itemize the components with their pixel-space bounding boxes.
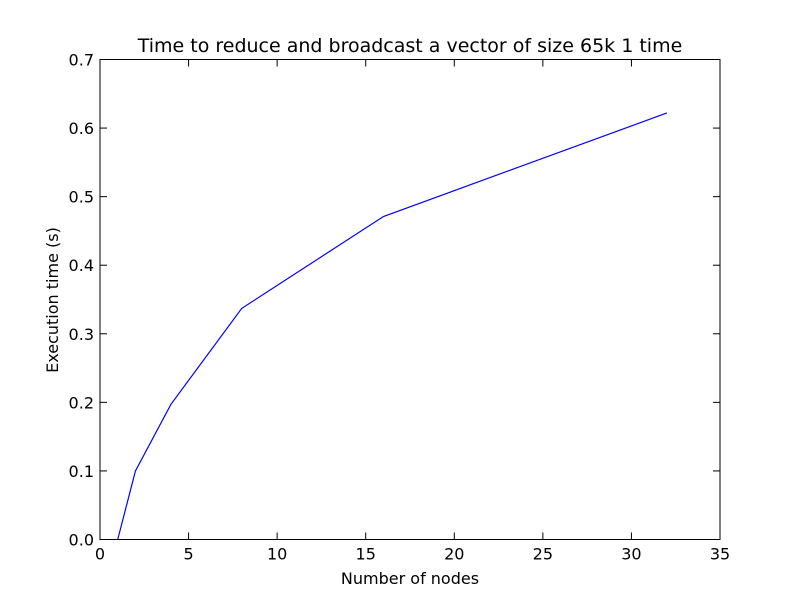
x-tick-label: 20 (444, 545, 464, 564)
y-tick-label: 0.6 (69, 119, 94, 138)
y-tick-label: 0.0 (69, 531, 94, 550)
x-tick-label: 5 (183, 545, 193, 564)
x-tick-label: 0 (95, 545, 105, 564)
x-tick-label: 30 (621, 545, 641, 564)
y-tick-label: 0.1 (69, 462, 94, 481)
x-tick-label: 10 (267, 545, 287, 564)
series-line-0 (117, 112, 668, 540)
x-tick-label: 25 (533, 545, 553, 564)
y-axis-label: Execution time (s) (43, 227, 62, 373)
y-tick-label: 0.7 (69, 51, 94, 70)
y-tick-label: 0.2 (69, 393, 94, 412)
x-tick-label: 15 (356, 545, 376, 564)
y-tick-label: 0.3 (69, 325, 94, 344)
tick-labels-layer: 0 5 10 15 20 25 30 35 0.0 0.1 0.2 0.3 0.4 0.5 0.6 0.7 (69, 51, 731, 564)
y-tick-label: 0.4 (69, 256, 94, 275)
series-layer (117, 112, 668, 540)
y-tick-label: 0.5 (69, 188, 94, 207)
x-tick-label: 35 (710, 545, 730, 564)
chart-title: Time to reduce and broadcast a vector of… (137, 35, 683, 57)
x-axis-label: Number of nodes (341, 569, 479, 588)
plot-frame (99, 59, 721, 540)
